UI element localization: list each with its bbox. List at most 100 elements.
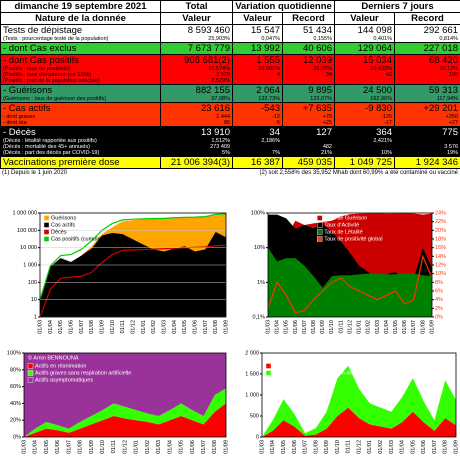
- plot-frame: [39, 212, 227, 318]
- y-tick-label: 1 500: [245, 371, 259, 377]
- sub-row: (Décès : mortalité des 45+ annuels) 273 4…: [0, 144, 460, 150]
- y-tick-label: 18%: [435, 236, 446, 242]
- y-tick-label: 1 000: [245, 392, 259, 398]
- x-tick-label: 01/05: [58, 320, 64, 334]
- legend-label: Taux de Guérison: [324, 215, 367, 221]
- legend-swatch: [43, 215, 50, 221]
- legend-label: Guérisons: [51, 215, 76, 221]
- x-tick-label: 01/07: [66, 440, 72, 454]
- y-tick-label: 8%: [435, 280, 443, 286]
- x-tick-label: 01/07: [303, 440, 309, 454]
- x-tick-label: 01/03: [375, 320, 381, 334]
- y-tick-label: 10: [31, 297, 37, 303]
- legend-swatch: [43, 229, 50, 235]
- header-cell: Derniers 7 jours: [334, 0, 460, 13]
- stats-table: dimanche 19 septembre 2021 Total Variation…: [0, 0, 460, 169]
- header-cell: dimanche 19 septembre 2021: [0, 0, 161, 13]
- legend-label: Décès: [51, 229, 67, 235]
- area: [262, 365, 456, 437]
- x-tick-label: 01/10: [329, 320, 335, 334]
- legend-swatch: [265, 370, 272, 376]
- y-tick-label: 1 000 000: [13, 210, 37, 216]
- plot-frame: [267, 212, 433, 318]
- y-tick-label: 2%: [435, 306, 443, 312]
- cell: 9 895: [282, 84, 335, 96]
- cell: 129 064: [334, 42, 395, 55]
- y-tick-label: 14%: [435, 254, 446, 260]
- cell: 1 049 725: [334, 156, 395, 169]
- x-tick-label: 01/03: [37, 320, 43, 334]
- y-tick-label: 1: [34, 314, 37, 320]
- x-tick-label: 01/06: [421, 440, 427, 454]
- x-tick-label: 01/11: [346, 440, 352, 453]
- x-tick-label: 01/06: [68, 320, 74, 334]
- cell: 13 992: [232, 42, 283, 55]
- area: [24, 388, 226, 437]
- cell: -9 830: [334, 102, 395, 114]
- x-tick-label: 01/10: [110, 320, 116, 334]
- y-tick-label: 16%: [435, 245, 446, 251]
- legend-swatch: [317, 236, 323, 242]
- y-tick-label: 2 000: [245, 350, 259, 356]
- x-tick-label: 01/11: [111, 440, 117, 453]
- data-row: - dont Cas positifs 908 681(2) 1 555 12 039…: [0, 54, 460, 66]
- cell: 51 434: [282, 24, 335, 36]
- x-tick-label: 01/04: [167, 440, 173, 454]
- x-tick-label: 01/09: [89, 440, 95, 454]
- line: [39, 213, 227, 300]
- legend-label: Actifs graves sans respiration artificie…: [273, 370, 369, 376]
- x-tick-label: 01/12: [122, 440, 128, 454]
- cell: -543: [232, 102, 283, 114]
- cell: 40 606: [282, 42, 335, 55]
- header-cell: Variation quotidienne: [232, 0, 335, 13]
- legend-label: Actifs graves sans respiration artificie…: [35, 370, 131, 376]
- area: [24, 353, 226, 437]
- x-tick-label: 01/10: [335, 440, 341, 454]
- legend-swatch: [43, 236, 50, 242]
- x-tick-label: 01/05: [182, 320, 188, 334]
- x-tick-label: 01/08: [443, 440, 449, 454]
- x-tick-label: 01/09: [223, 440, 229, 454]
- x-tick-label: 01/04: [48, 320, 54, 334]
- cell: 1 555: [232, 54, 283, 66]
- x-tick-label: 01/07: [432, 440, 438, 454]
- header-cell: Valeur: [232, 12, 283, 25]
- data-row: Tests de dépistage 8 593 460 15 547 51 434 1…: [0, 24, 460, 36]
- y-tick-label: 0: [256, 434, 259, 440]
- legend-swatch: [265, 363, 272, 369]
- data-row: - Guérisons 882 155 2 064 9 895 24 500 59 313: [0, 84, 460, 96]
- data-row: Vaccinations première dose 21 006 394(3) 1…: [0, 156, 460, 169]
- x-tick-label: 01/03: [265, 320, 271, 334]
- cell: 13 910: [160, 126, 233, 138]
- footnote: (1) Depuis le 1 juin 2020: [2, 170, 68, 176]
- cell: 34: [232, 126, 283, 138]
- x-tick-label: 01/03: [259, 440, 265, 454]
- y-tick-label: 0,1%: [252, 314, 265, 320]
- header-cell: Valeur: [334, 12, 395, 25]
- legend-swatch: [317, 215, 323, 221]
- x-tick-label: 01/08: [213, 320, 219, 334]
- header-cell: Record: [282, 12, 335, 25]
- cell: 144 098: [334, 24, 395, 36]
- x-tick-label: 01/06: [292, 440, 298, 454]
- x-tick-label: 01/05: [410, 440, 416, 454]
- cell: 459 035: [282, 156, 335, 169]
- row-label: - dont Cas positifs: [0, 54, 161, 66]
- y-tick-label: 100%: [251, 210, 265, 216]
- legend-swatch: [317, 222, 323, 228]
- x-tick-label: 01/06: [192, 320, 198, 334]
- legend-swatch: [43, 222, 50, 228]
- legend-swatch: [27, 370, 34, 376]
- x-tick-label: 01/03: [161, 320, 167, 334]
- subheader-row: Nature de la donnée Valeur Valeur Record Val…: [0, 12, 460, 25]
- header-cell: Total: [160, 0, 233, 13]
- area: [24, 403, 226, 437]
- x-tick-label: 01/02: [151, 320, 157, 334]
- area: [262, 407, 456, 437]
- cell: 292 661: [394, 24, 460, 36]
- y-tick-label: 0%: [13, 434, 21, 440]
- x-tick-label: 01/01: [134, 440, 140, 454]
- x-tick-label: 01/03: [21, 440, 27, 454]
- row-label: - dont Cas exclus: [0, 42, 161, 55]
- x-tick-label: 01/09: [320, 320, 326, 334]
